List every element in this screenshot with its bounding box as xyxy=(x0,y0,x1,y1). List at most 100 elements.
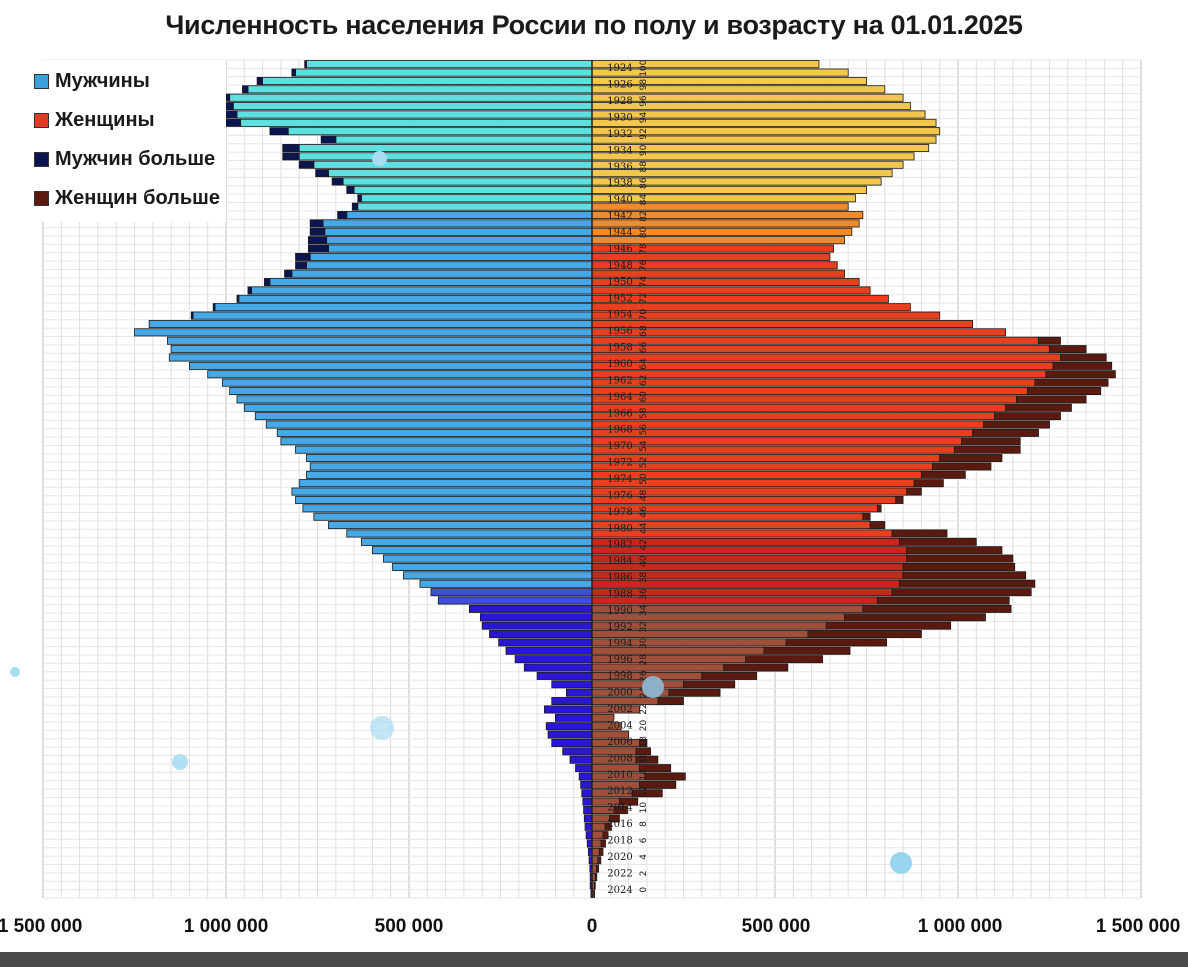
male-surplus-bar xyxy=(269,127,289,136)
male-bar xyxy=(585,831,593,840)
male-bar xyxy=(514,655,593,664)
x-tick-label: 1 500 000 xyxy=(1095,916,1181,937)
female-bar xyxy=(591,822,606,831)
age-label: 96 xyxy=(639,95,649,107)
female-surplus-bar xyxy=(891,588,1032,597)
age-label: 58 xyxy=(639,407,649,419)
age-label: 92 xyxy=(639,128,649,139)
age-label: 54 xyxy=(639,440,649,452)
birth-year-label: 1956 xyxy=(607,326,632,337)
male-surplus-bar xyxy=(357,194,362,203)
legend-swatch-female-surplus xyxy=(34,191,49,206)
birth-year-label: 1942 xyxy=(607,211,632,222)
female-bar xyxy=(591,847,600,856)
female-surplus-bar xyxy=(683,680,736,689)
male-bar xyxy=(309,462,593,471)
birth-year-label: 1934 xyxy=(607,145,632,156)
birth-year-label: 1946 xyxy=(607,244,632,255)
male-bar xyxy=(584,822,593,831)
male-bar xyxy=(298,143,593,152)
male-bar xyxy=(167,336,593,345)
male-bar xyxy=(295,68,593,77)
birth-year-label: 2022 xyxy=(607,868,632,879)
female-bar xyxy=(591,378,1036,387)
male-bar xyxy=(403,571,593,580)
x-tick-label: 0 xyxy=(586,916,598,937)
female-surplus-bar xyxy=(895,495,904,504)
age-label: 20 xyxy=(639,719,649,731)
male-bar xyxy=(229,93,593,102)
female-bar xyxy=(591,328,1006,337)
age-label: 2 xyxy=(639,870,649,876)
female-surplus-bar xyxy=(899,537,977,546)
male-bar xyxy=(565,688,593,697)
age-label: 8 xyxy=(639,821,649,827)
female-surplus-bar xyxy=(609,814,620,823)
legend-label-female-surplus: Женщин больше xyxy=(55,187,220,209)
legend-swatch-male-surplus xyxy=(34,152,49,167)
male-bar xyxy=(551,680,593,689)
age-label: 40 xyxy=(639,555,649,567)
female-surplus-bar xyxy=(598,847,604,856)
x-tick-label: 500 000 xyxy=(741,916,811,937)
female-surplus-bar xyxy=(763,646,851,655)
female-surplus-bar xyxy=(1027,387,1102,396)
female-surplus-bar xyxy=(701,671,758,680)
female-bar xyxy=(591,420,985,429)
birth-year-label: 1986 xyxy=(607,573,632,584)
female-bar xyxy=(591,403,1006,412)
female-surplus-bar xyxy=(869,521,886,530)
birth-year-label: 1936 xyxy=(607,162,632,173)
age-label: 90 xyxy=(639,144,649,156)
birth-year-label: 1970 xyxy=(607,441,632,452)
male-surplus-bar xyxy=(298,160,315,169)
legend-item-male: Мужчины xyxy=(34,62,220,101)
birth-year-label: 1930 xyxy=(607,113,632,124)
male-bar xyxy=(207,370,593,379)
male-surplus-bars xyxy=(190,60,362,320)
birth-year-label: 1938 xyxy=(607,178,632,189)
female-surplus-bar xyxy=(953,445,1021,454)
male-bar xyxy=(498,638,593,647)
male-surplus-bar xyxy=(331,177,344,186)
female-bar xyxy=(591,185,867,194)
female-surplus-bar xyxy=(939,454,1003,463)
birth-year-label: 1980 xyxy=(607,523,632,534)
female-bar xyxy=(591,294,889,303)
birth-year-label: 1924 xyxy=(607,63,632,74)
birth-year-label: 1998 xyxy=(607,671,632,682)
age-label: 14 xyxy=(639,769,649,781)
male-bar xyxy=(551,697,593,706)
male-surplus-bar xyxy=(295,261,307,270)
female-bar xyxy=(591,395,1017,404)
female-surplus-bar xyxy=(745,655,823,664)
female-surplus-bar xyxy=(594,873,598,882)
female-surplus-bar xyxy=(723,663,789,672)
female-bar xyxy=(591,521,871,530)
birth-year-label: 2012 xyxy=(607,786,632,797)
birth-year-label: 1932 xyxy=(607,129,632,140)
female-surplus-bar xyxy=(921,470,966,479)
age-label: 88 xyxy=(639,161,649,173)
male-bar xyxy=(551,738,593,747)
male-bar xyxy=(243,403,593,412)
female-surplus-bars xyxy=(593,336,1116,898)
male-bar xyxy=(313,160,593,169)
male-bar xyxy=(238,294,593,303)
male-surplus-bar xyxy=(256,76,263,85)
birth-year-label: 1926 xyxy=(607,80,632,91)
legend: Мужчины Женщины Мужчин больше Женщин бол… xyxy=(30,60,226,222)
male-surplus-bar xyxy=(307,236,328,245)
female-surplus-bar xyxy=(602,831,609,840)
male-bar xyxy=(581,789,593,798)
age-label: 70 xyxy=(639,309,649,321)
age-label: 42 xyxy=(639,539,649,550)
female-surplus-bar xyxy=(825,621,952,630)
male-bar xyxy=(357,202,593,211)
birth-year-label: 1966 xyxy=(607,408,632,419)
male-bar xyxy=(291,269,593,278)
birth-year-label: 2020 xyxy=(607,852,632,863)
female-surplus-bar xyxy=(594,881,596,890)
female-surplus-bar xyxy=(785,638,888,647)
birth-year-label: 1992 xyxy=(607,622,632,633)
